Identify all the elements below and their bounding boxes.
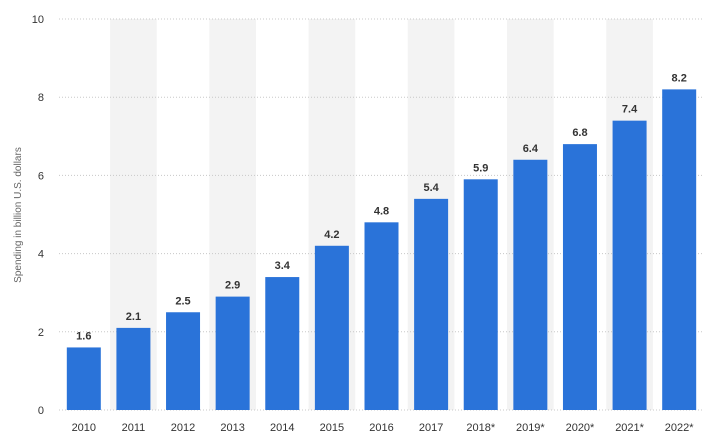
- x-axis-tick-labels: 2010 2011 2012 2013 2014 2015 2016 2017 2018* 201…: [72, 422, 695, 434]
- bar-value-label: 3.4: [275, 260, 291, 272]
- x-tick-label: 2017: [419, 422, 443, 434]
- y-tick-label: 10: [32, 14, 44, 26]
- bar-value-label: 2.5: [175, 295, 190, 307]
- x-tick-label: 2014: [270, 422, 294, 434]
- y-axis-title: Spending in billion U.S. dollars: [13, 147, 24, 283]
- y-tick-label: 8: [38, 92, 44, 104]
- bar-value-label: 2.1: [126, 311, 141, 323]
- bar: [166, 312, 201, 410]
- x-tick-label: 2011: [122, 422, 146, 434]
- bar: [364, 222, 399, 410]
- bar: [662, 89, 697, 410]
- bar-value-label: 5.9: [473, 162, 488, 174]
- y-tick-label: 2: [38, 327, 44, 339]
- bar-value-label: 2.9: [225, 280, 240, 292]
- x-tick-label: 2022*: [665, 422, 694, 434]
- bar: [513, 159, 548, 410]
- bar-series: [66, 89, 697, 410]
- bar: [463, 179, 498, 410]
- bar: [314, 245, 349, 410]
- x-tick-label: 2013: [220, 422, 244, 434]
- x-tick-label: 2020*: [566, 422, 595, 434]
- x-tick-label: 2012: [171, 422, 195, 434]
- bar: [414, 198, 449, 410]
- bar-value-label: 7.4: [622, 104, 638, 116]
- bar: [562, 144, 597, 410]
- y-axis-tick-labels: 0 2 4 6 8 10: [32, 14, 44, 417]
- bar-value-label: 1.6: [76, 330, 91, 342]
- y-tick-label: 6: [38, 170, 44, 182]
- bar-value-labels: 1.6 2.1 2.5 2.9 3.4 4.2 4.8 5.4 5.9 6.4 6.8 7.4 8.2: [76, 72, 687, 342]
- bar-value-label: 4.8: [374, 205, 389, 217]
- x-tick-label: 2018*: [466, 422, 495, 434]
- bar-value-label: 6.4: [523, 143, 539, 155]
- bar: [612, 120, 647, 410]
- y-tick-label: 4: [38, 249, 44, 261]
- x-tick-label: 2016: [369, 422, 393, 434]
- bar-value-label: 8.2: [672, 72, 687, 84]
- bar-value-label: 6.8: [572, 127, 587, 139]
- bar: [66, 347, 101, 410]
- x-tick-label: 2015: [320, 422, 344, 434]
- bar-value-label: 5.4: [423, 182, 439, 194]
- bar: [116, 327, 151, 410]
- y-tick-label: 0: [38, 405, 44, 417]
- bar-value-label: 4.2: [324, 229, 339, 241]
- bar: [265, 277, 300, 410]
- x-tick-label: 2021*: [615, 422, 644, 434]
- x-tick-label: 2019*: [516, 422, 545, 434]
- bar: [215, 296, 250, 410]
- x-tick-label: 2010: [72, 422, 96, 434]
